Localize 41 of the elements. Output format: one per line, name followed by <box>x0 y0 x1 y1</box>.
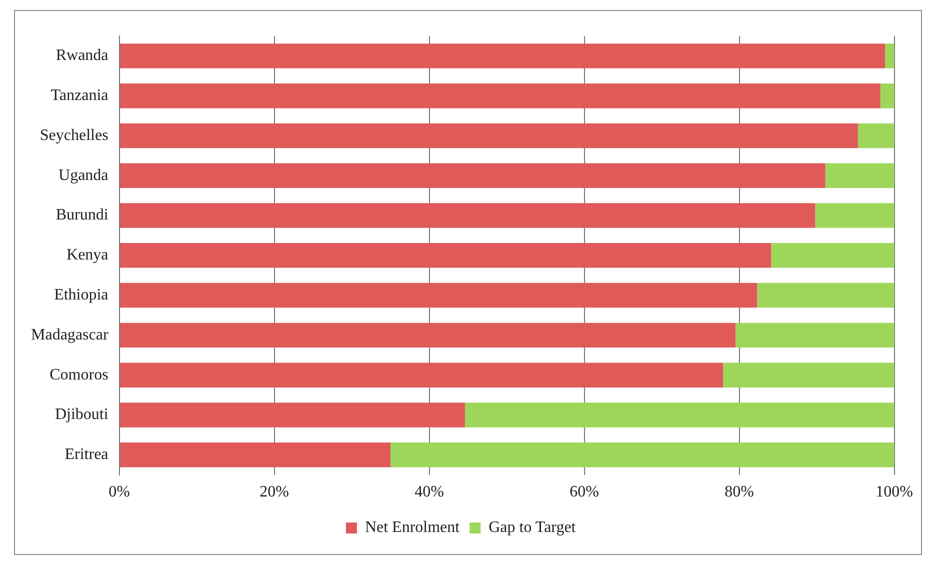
legend-label: Gap to Target <box>488 519 576 536</box>
bar <box>120 203 816 228</box>
bar <box>120 44 886 68</box>
bar <box>120 123 858 148</box>
bar <box>120 83 880 108</box>
legend-label: Net Enrolment <box>364 519 460 536</box>
bar <box>735 322 894 348</box>
y-tick-label: Burundi <box>56 206 109 224</box>
bar <box>723 362 894 388</box>
x-tick-label: 80% <box>724 484 754 501</box>
bar <box>771 243 894 268</box>
y-tick-label: Ethiopia <box>54 286 108 304</box>
y-tick-label: Comoros <box>50 366 108 384</box>
y-tick-label: Seychelles <box>40 126 108 144</box>
y-tick-label: Tanzania <box>50 87 108 104</box>
bar <box>885 44 894 68</box>
bar <box>120 402 465 428</box>
y-tick-label: Madagascar <box>30 326 109 344</box>
bar <box>120 163 826 188</box>
y-tick-label: Eritrea <box>64 446 108 464</box>
y-tick-label: Rwanda <box>56 47 108 64</box>
x-tick-label: 60% <box>570 484 599 501</box>
bar <box>815 203 894 228</box>
x-tick-label: 40% <box>414 484 444 501</box>
bar <box>390 442 894 468</box>
x-tick-label: 20% <box>260 484 289 501</box>
bar <box>464 402 894 428</box>
y-tick-label: Uganda <box>58 166 108 184</box>
bar <box>120 322 736 348</box>
y-tick-label: Djibouti <box>54 406 109 424</box>
bar <box>120 362 724 388</box>
bar <box>825 163 894 188</box>
y-tick-label: Kenya <box>66 246 108 264</box>
bar <box>858 123 894 148</box>
x-tick-label: 0% <box>108 484 130 501</box>
bar <box>120 282 758 308</box>
x-tick-label: 100% <box>876 484 913 501</box>
bar <box>880 83 894 108</box>
bar <box>757 282 894 308</box>
bar <box>120 442 391 468</box>
bar <box>120 243 772 268</box>
